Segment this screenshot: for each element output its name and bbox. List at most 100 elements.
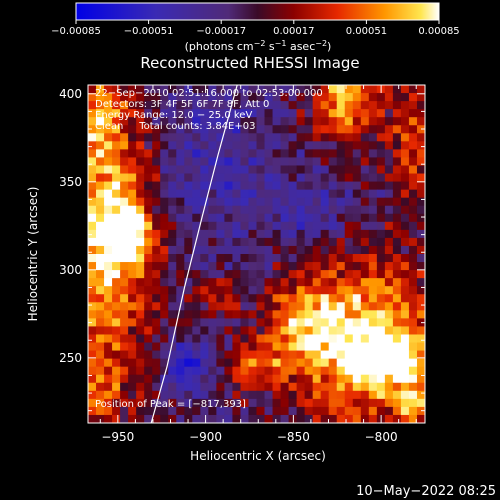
heatmap-cell [336,390,346,400]
heatmap-cell [328,93,338,102]
heatmap-cell [240,398,250,408]
heatmap-cell [136,358,145,368]
heatmap-cell [392,149,402,159]
heatmap-cell [232,358,242,368]
heatmap-cell [192,334,201,344]
heatmap-cell [272,278,282,287]
heatmap-cell [408,302,418,311]
heatmap-cell [88,302,97,311]
heatmap-cell [168,197,177,207]
heatmap-cell [280,270,290,279]
heatmap-cell [360,390,370,400]
heatmap-cell [160,213,169,223]
heatmap-cell [200,262,209,271]
heatmap-cell [240,350,250,360]
heatmap-cell [176,382,185,392]
heatmap-cell [360,229,370,239]
heatmap-cell [176,318,185,328]
heatmap-cell [304,213,314,223]
heatmap-cell [120,398,129,408]
heatmap-cell [120,254,129,263]
heatmap-cell [304,93,314,102]
heatmap-cell [192,109,201,118]
heatmap-cell [368,181,378,191]
heatmap-cell [320,93,330,102]
heatmap-cell [376,262,386,271]
heatmap-cell [408,294,418,303]
heatmap-cell [352,278,362,287]
heatmap-cell [112,350,121,360]
heatmap-cell [352,390,362,400]
heatmap-cell [368,262,378,271]
heatmap-cell [192,406,201,416]
heatmap-cell [312,117,322,126]
heatmap-cell [88,270,97,279]
heatmap-cell [192,254,201,263]
heatmap-cell [240,173,250,183]
heatmap-cell [200,286,209,295]
heatmap-cell [312,133,322,142]
peak-position-label: Position of Peak = [−817,393] [95,399,246,410]
heatmap-cell [392,229,402,239]
heatmap-cell [400,229,410,239]
heatmap-cell [136,302,145,311]
heatmap-cell [152,245,161,255]
y-axis-label: Heliocentric Y (arcsec) [26,187,40,322]
heatmap-cell [200,213,209,223]
heatmap-cell [232,229,242,239]
heatmap-cell [384,390,394,400]
heatmap-cell [352,254,362,263]
heatmap-cell [328,374,338,384]
heatmap-cell [120,310,129,319]
heatmap-cell [168,125,177,134]
heatmap-cell [320,318,330,328]
heatmap-cell [280,254,290,263]
heatmap-cell [176,262,185,271]
heatmap-cell [352,406,362,416]
heatmap-cell [184,326,193,336]
heatmap-cell [408,342,418,352]
heatmap-cell [416,398,425,408]
heatmap-cell [136,213,145,223]
heatmap-cell [248,237,258,247]
heatmap-cell [240,117,250,126]
heatmap-cell [384,310,394,319]
heatmap-cell [136,93,145,102]
heatmap-cell [144,374,153,384]
heatmap-cell [408,374,418,384]
heatmap-cell [224,286,234,295]
heatmap-cell [408,181,418,191]
heatmap-cell [336,229,346,239]
heatmap-cell [192,237,201,247]
heatmap-cell [304,245,314,255]
heatmap-cell [232,133,242,142]
heatmap-cell [304,101,314,110]
heatmap-cell [416,286,425,295]
heatmap-cell [392,109,402,118]
heatmap-cell [392,245,402,255]
heatmap-cell [312,406,322,416]
heatmap-cell [376,213,386,223]
heatmap-cell [336,221,346,231]
heatmap-cell [88,133,97,142]
heatmap-cell [88,398,97,408]
heatmap-cell [184,117,193,126]
heatmap-cell [264,181,274,191]
heatmap-cell [272,245,282,255]
heatmap-cell [104,278,113,287]
heatmap-cell [368,157,378,167]
heatmap-cell [168,342,177,352]
heatmap-cell [256,254,266,263]
heatmap-cell [168,93,177,102]
heatmap-cell [120,85,129,94]
heatmap-cell [272,221,282,231]
heatmap-cell [328,390,338,400]
heatmap-cell [208,414,217,423]
heatmap-cell [296,358,306,368]
heatmap-cell [144,109,153,118]
heatmap-cell [216,398,225,408]
heatmap-cell [400,213,410,223]
heatmap-cell [288,133,298,142]
heatmap-cell [368,326,378,336]
heatmap-cell [136,278,145,287]
